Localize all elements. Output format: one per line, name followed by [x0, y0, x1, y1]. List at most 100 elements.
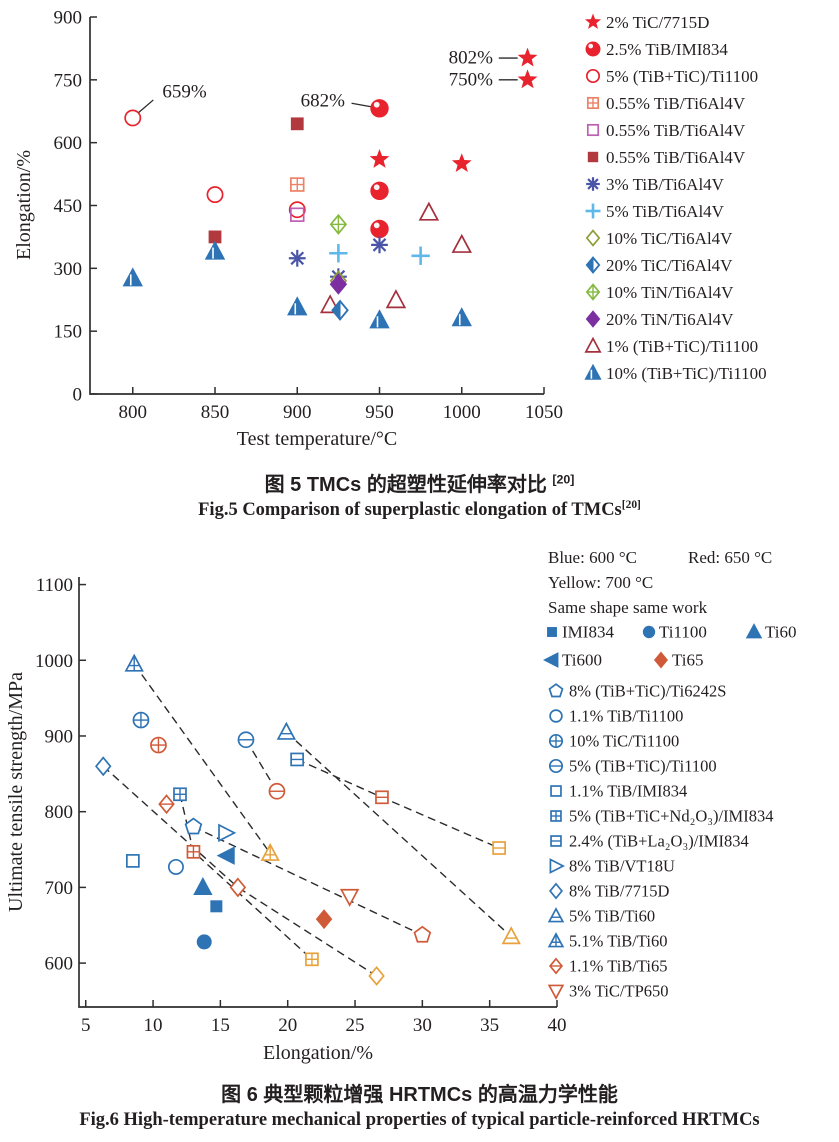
ball-body: [585, 41, 601, 57]
x-tick-label: 15: [211, 1015, 230, 1036]
circle: [167, 858, 184, 875]
circle: [549, 709, 563, 723]
figure5-caption-en-text: Fig.5 Comparison of superplastic elongat…: [198, 500, 622, 521]
x-tick-label: 20: [278, 1015, 297, 1036]
data-point-triangle-half: [204, 240, 226, 260]
marker-shape: [501, 926, 521, 945]
data-point-triangle-plus: [124, 653, 144, 672]
x-axis-label: Test temperature/°C: [237, 428, 397, 450]
triangle-plus-marker: [547, 932, 565, 948]
x-tick-label: 850: [201, 402, 230, 423]
legend-label: 0.55% TiB/Ti6Al4V: [606, 94, 746, 113]
legend-label: Ti600: [562, 651, 602, 670]
figure5-caption-zh: 图 5 TMCs 的超塑性延伸率对比 [20]: [0, 468, 839, 497]
annotation-label: 802%: [449, 48, 494, 69]
legend-item: 1.1% TiB/IMI834: [550, 782, 687, 801]
legend-label: 10% (TiB+TiC)/Ti1100: [606, 364, 767, 383]
data-point-lefttriangle-filled: [216, 846, 235, 865]
legend-item: 5% (TiB+TiC+Nd₂O₃)/IMI834: [550, 807, 773, 826]
x-tick-label: 900: [283, 402, 312, 423]
marker-shape: [451, 233, 472, 253]
triangle-open-marker: [584, 336, 602, 353]
square: [547, 627, 557, 637]
data-point-triangle-open: [451, 233, 472, 253]
legend-header: Red: 650 °C: [688, 548, 772, 567]
x-tick-label: 40: [548, 1015, 567, 1036]
figure6-caption-zh: 图 6 典型颗粒增强 HRTMCs 的高温力学性能: [0, 1078, 839, 1107]
circle-hline-marker: [548, 758, 564, 774]
figure5-caption-en-ref: [20]: [621, 499, 641, 511]
x-tick-label: 10: [144, 1015, 163, 1036]
diamond-hline-marker: [549, 957, 563, 975]
legend-label: 3% TiC/TP650: [569, 982, 669, 1001]
data-point-square-cross: [305, 952, 319, 967]
ball-highlight: [588, 43, 594, 49]
data-point-triangle-half: [122, 267, 143, 287]
x-tick-label: 950: [365, 402, 394, 423]
square-filled-marker: [587, 151, 599, 163]
circle: [585, 68, 601, 84]
legend-item: 20% TiC/Ti6Al4V: [585, 256, 733, 275]
marker-shape: [385, 289, 407, 309]
legend-item: 5% (TiB+TiC)/Ti1100: [585, 67, 758, 86]
legend-item: 8% (TiB+TiC)/Ti6242S: [548, 682, 726, 701]
y-tick-label: 600: [54, 133, 83, 154]
legend-item: IMI834: [547, 623, 614, 642]
figure5-caption-en: Fig.5 Comparison of superplastic elongat…: [0, 499, 839, 521]
data-point-pentagon-open: [413, 925, 432, 943]
marker-shape: [585, 229, 601, 247]
data-point-triangle-open: [385, 289, 407, 309]
data-point-pentagon-open: [184, 817, 203, 835]
data-point-square-hline: [290, 752, 304, 767]
legend-item: 8% TiB/VT18U: [549, 857, 675, 876]
legend-label: 1.1% TiB/IMI834: [569, 782, 687, 801]
legend-label: 5.1% TiB/Ti60: [569, 932, 667, 951]
legend-header: Same shape same work: [548, 598, 708, 617]
data-point-star: [517, 47, 538, 67]
data-point-square-hline: [492, 841, 506, 855]
data-point-diamond-open: [229, 877, 247, 898]
marker-shape: [369, 149, 390, 168]
legend-item: 5% TiB/Ti6Al4V: [585, 202, 725, 221]
data-point-diamond-open: [368, 966, 385, 986]
data-point-square-filled: [210, 900, 223, 913]
figure6-caption-en: Fig.6 High-temperature mechanical proper…: [0, 1110, 839, 1131]
ball-body: [370, 219, 389, 239]
marker-shape: [331, 299, 349, 321]
legend-label: 1.1% TiB/Ti1100: [569, 707, 683, 726]
legend-item: 2.5% TiB/IMI834: [585, 40, 728, 59]
square-hline-marker: [550, 835, 562, 847]
legend-item: 3% TiC/TP650: [547, 982, 669, 1001]
legend-item: 10% TiN/Ti6Al4V: [585, 283, 734, 302]
data-point-square-open: [290, 207, 305, 222]
square: [290, 117, 304, 131]
data-point-diamond-filled: [315, 909, 333, 930]
legend-item: Ti1100: [642, 623, 707, 642]
legend-item: 5% (TiB+TiC)/Ti1100: [548, 757, 717, 776]
marker-shape: [339, 888, 360, 907]
dashed-link: [102, 765, 377, 977]
marker-shape: [543, 652, 559, 668]
diamond-open-marker: [585, 229, 601, 247]
legend-label: 3% TiB/Ti6Al4V: [606, 175, 725, 194]
data-point-square-cross: [186, 844, 201, 859]
legend-label: 5% (TiB+TiC)/Ti1100: [606, 67, 758, 86]
marker-shape: [451, 153, 472, 173]
marker-shape: [517, 47, 538, 67]
data-point-triangle-hline: [501, 926, 521, 945]
x-axis-label: Elongation/%: [263, 1042, 373, 1064]
plus-marker: [585, 203, 601, 219]
ball-body: [370, 99, 389, 118]
marker-shape: [184, 817, 203, 835]
x-tick-label: 1050: [525, 402, 563, 423]
legend-item: 1% (TiB+TiC)/Ti1100: [584, 336, 758, 356]
data-point-downtriangle-open: [339, 888, 360, 907]
marker-shape: [549, 882, 563, 900]
legend-label: 8% TiB/7715D: [569, 882, 669, 901]
data-point-circle-open: [206, 186, 224, 204]
data-point-diamond-open: [95, 756, 112, 777]
legend-label: 5% TiB/Ti6Al4V: [606, 202, 725, 221]
circle: [196, 934, 212, 950]
data-point-asterisk: [288, 249, 306, 267]
